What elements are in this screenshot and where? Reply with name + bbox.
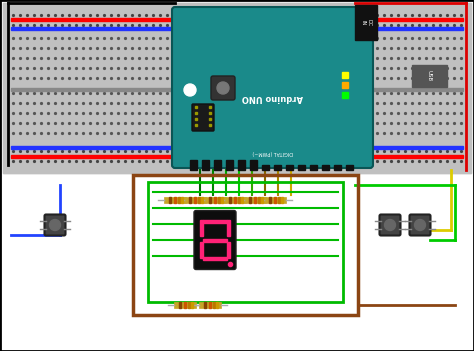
Bar bbox=[210, 302, 211, 308]
Bar bbox=[202, 160, 209, 165]
Bar bbox=[203, 257, 227, 259]
Bar bbox=[210, 197, 211, 203]
Bar bbox=[258, 197, 260, 203]
Bar bbox=[184, 197, 206, 203]
Bar bbox=[203, 239, 227, 242]
Bar bbox=[226, 165, 233, 170]
Bar bbox=[204, 197, 226, 203]
Circle shape bbox=[384, 219, 395, 231]
FancyBboxPatch shape bbox=[192, 104, 214, 131]
Bar bbox=[229, 197, 231, 203]
Bar bbox=[148, 182, 343, 302]
Bar bbox=[191, 302, 193, 308]
Bar bbox=[189, 197, 191, 203]
Bar bbox=[213, 302, 215, 308]
Bar bbox=[164, 197, 186, 203]
Bar bbox=[200, 242, 203, 258]
FancyBboxPatch shape bbox=[211, 76, 235, 100]
Bar bbox=[201, 197, 203, 203]
Bar bbox=[204, 302, 206, 308]
Bar bbox=[11, 18, 463, 21]
Bar bbox=[274, 165, 281, 170]
Bar bbox=[219, 197, 220, 203]
Bar bbox=[174, 302, 196, 308]
Bar bbox=[226, 160, 233, 165]
Bar bbox=[11, 88, 463, 91]
Bar bbox=[3, 3, 471, 173]
Bar bbox=[214, 165, 221, 170]
Bar bbox=[11, 27, 463, 30]
Circle shape bbox=[184, 84, 196, 96]
Bar bbox=[238, 197, 240, 203]
Bar bbox=[249, 197, 251, 203]
Bar bbox=[11, 155, 463, 158]
FancyBboxPatch shape bbox=[410, 214, 430, 236]
Bar bbox=[238, 165, 245, 170]
Bar bbox=[238, 160, 245, 165]
Bar bbox=[261, 197, 263, 203]
Bar bbox=[214, 197, 216, 203]
Bar bbox=[286, 165, 293, 170]
Bar bbox=[188, 302, 190, 308]
Bar bbox=[227, 242, 230, 258]
Bar bbox=[198, 197, 200, 203]
Bar bbox=[190, 160, 197, 165]
Bar bbox=[179, 302, 181, 308]
Bar bbox=[278, 197, 280, 203]
Text: Arduino UNO: Arduino UNO bbox=[242, 93, 303, 102]
Bar bbox=[281, 197, 283, 203]
Bar bbox=[227, 220, 230, 236]
Bar bbox=[250, 160, 257, 165]
Bar bbox=[214, 160, 221, 165]
Bar bbox=[3, 3, 471, 173]
Text: USB: USB bbox=[427, 71, 432, 81]
FancyBboxPatch shape bbox=[380, 214, 401, 236]
Bar bbox=[334, 165, 341, 170]
Bar bbox=[202, 165, 209, 170]
Bar bbox=[241, 197, 243, 203]
Bar bbox=[244, 197, 266, 203]
Bar bbox=[262, 165, 269, 170]
Bar bbox=[234, 197, 236, 203]
Bar bbox=[133, 175, 358, 315]
Bar bbox=[346, 165, 353, 170]
Bar bbox=[254, 197, 256, 203]
Text: DC
IN: DC IN bbox=[361, 19, 372, 26]
Circle shape bbox=[217, 82, 229, 94]
Bar bbox=[181, 197, 183, 203]
Bar bbox=[203, 219, 227, 223]
Bar bbox=[264, 197, 286, 203]
Circle shape bbox=[414, 219, 426, 231]
Bar bbox=[169, 197, 171, 203]
Bar bbox=[174, 197, 176, 203]
Bar bbox=[310, 165, 317, 170]
Bar bbox=[269, 197, 271, 203]
FancyBboxPatch shape bbox=[45, 214, 65, 236]
Bar bbox=[355, 5, 377, 40]
Bar bbox=[200, 220, 203, 236]
FancyBboxPatch shape bbox=[172, 7, 373, 168]
Bar bbox=[194, 197, 196, 203]
Bar bbox=[190, 165, 197, 170]
Bar bbox=[11, 146, 463, 149]
Bar bbox=[184, 302, 186, 308]
Text: DIGITAL (PWM~): DIGITAL (PWM~) bbox=[252, 151, 293, 155]
Bar bbox=[322, 165, 329, 170]
FancyBboxPatch shape bbox=[194, 211, 236, 270]
Bar bbox=[250, 165, 257, 170]
Bar bbox=[178, 197, 180, 203]
Bar bbox=[216, 302, 218, 308]
Bar bbox=[298, 165, 305, 170]
Bar bbox=[199, 302, 221, 308]
Circle shape bbox=[49, 219, 61, 231]
Bar bbox=[274, 197, 276, 203]
Bar bbox=[224, 197, 246, 203]
Bar bbox=[221, 197, 223, 203]
Bar bbox=[412, 65, 447, 87]
